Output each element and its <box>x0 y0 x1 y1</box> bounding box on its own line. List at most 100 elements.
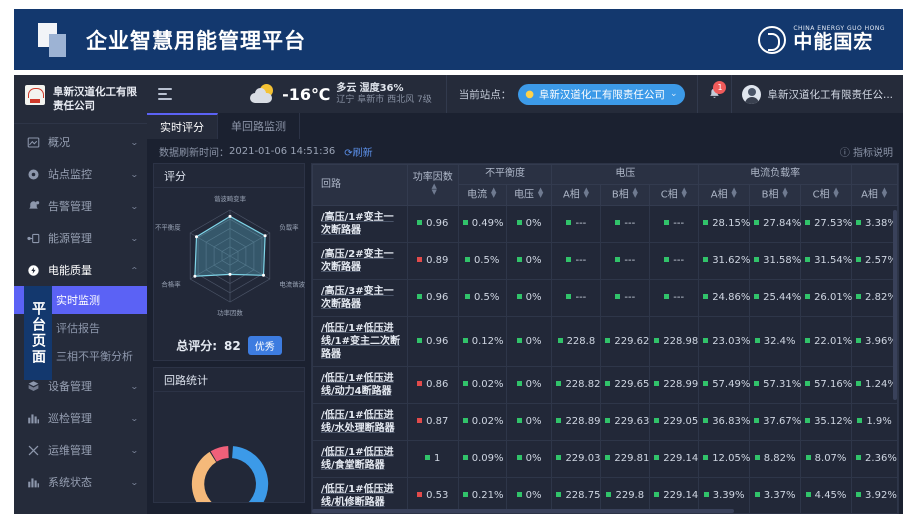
table-row[interactable]: /高压/2#变主一次断路器 0.89 0.5% 0% --- --- --- 31.62% 31… <box>312 241 898 280</box>
sort-icon[interactable]: ▲ ▼ <box>632 185 638 200</box>
status-dot-icon <box>462 418 468 424</box>
cell-loop[interactable]: /低压/1#低压进线/机修断路器 <box>312 476 408 513</box>
sort-icon[interactable]: ▲ ▼ <box>881 185 888 200</box>
th-voltage-c[interactable]: C相 ▲ ▼ <box>649 183 700 206</box>
sidebar-item-system-status[interactable]: 系统状态 ⌄ <box>14 466 147 498</box>
sidebar-item-alarm[interactable]: 告警管理 ⌄ <box>14 190 147 222</box>
status-dot-icon <box>557 337 563 343</box>
sidebar-item-label: 能源管理 <box>48 232 92 246</box>
cell-ha: 3.96% <box>851 315 898 367</box>
status-dot-icon <box>462 220 468 226</box>
cell-ub_u: 0% <box>505 204 553 243</box>
sort-icon[interactable]: ▲ ▼ <box>681 185 687 200</box>
th-label: A相 <box>710 189 728 201</box>
sidebar-subitem-label: 评估报告 <box>56 322 100 336</box>
sidebar-item-inspection[interactable]: 巡检管理 ⌄ <box>14 402 147 434</box>
table-row[interactable]: /低压/1#低压进线/1#变主二次断路器 0.96 0.12% 0% 228.8 229.… <box>312 315 898 367</box>
cell-ub_i: 0.49% <box>457 204 507 243</box>
cell-loop[interactable]: /低压/1#低压进线/1#变主二次断路器 <box>312 315 408 367</box>
refresh-button[interactable]: ⟳刷新 <box>344 144 372 159</box>
sidebar-org-name: 阜新汉道化工有限责任公司 <box>53 86 137 113</box>
sidebar-subitem-three-phase-analysis[interactable]: 三相不平衡分析 <box>14 342 147 370</box>
sidebar-item-site-monitor[interactable]: 站点监控 ⌄ <box>14 158 147 190</box>
th-extra-a[interactable]: A相 ▲ ▼ <box>851 183 898 206</box>
inspection-chart-icon <box>27 412 40 425</box>
indicator-description-link[interactable]: ⓘ 指标说明 <box>840 144 893 159</box>
sort-icon[interactable]: ▲ ▼ <box>431 182 437 196</box>
sidebar-item-power-quality[interactable]: 电能质量 ⌃ <box>14 254 147 286</box>
cell-ic: 22.01% <box>800 315 852 367</box>
cell-loop[interactable]: /高压/1#变主一次断路器 <box>312 204 408 243</box>
tab-realtime-score[interactable]: 实时评分 <box>147 113 218 139</box>
sort-icon[interactable]: ▲ ▼ <box>833 185 839 200</box>
vertical-scrollbar[interactable] <box>893 210 897 400</box>
th-current-load-b[interactable]: B相 ▲ ▼ <box>749 183 802 206</box>
sort-icon[interactable]: ▲ ▼ <box>583 185 589 200</box>
status-dot-icon <box>516 492 522 498</box>
sort-icon[interactable]: ▲ ▼ <box>731 185 737 200</box>
sort-icon[interactable]: ▲ ▼ <box>782 185 788 200</box>
loop-stat-card-body <box>154 392 304 502</box>
cell-loop[interactable]: /低压/1#低压进线/水处理断路器 <box>312 402 408 441</box>
th-loop: 回路 <box>312 164 408 206</box>
status-dot-icon <box>462 455 468 461</box>
chevron-down-icon: ⌄ <box>130 381 140 391</box>
cell-ib: 3.37% <box>749 476 802 513</box>
th-unbalance-current[interactable]: 电流 ▲ ▼ <box>457 183 507 206</box>
sidebar-item-operations[interactable]: 运维管理 ⌄ <box>14 434 147 466</box>
donut-segment[interactable] <box>210 446 229 462</box>
table-row[interactable]: /高压/1#变主一次断路器 0.96 0.49% 0% --- --- --- 28.15% 2… <box>312 204 898 243</box>
sidebar-subitem-assessment-report[interactable]: 评估报告 <box>14 314 147 342</box>
status-dot-icon <box>703 294 709 300</box>
status-dot-icon <box>516 418 522 424</box>
table-row[interactable]: /高压/3#变主一次断路器 0.96 0.5% 0% --- --- --- 24.86% 25… <box>312 278 898 317</box>
table-row[interactable]: /低压/1#低压进线/水处理断路器 0.87 0.02% 0% 228.89 229.63… <box>312 402 898 441</box>
sidebar-org-header[interactable]: 阜新汉道化工有限责任公司 <box>14 75 147 125</box>
status-dot-icon <box>654 337 660 343</box>
th-current-load-c[interactable]: C相 ▲ ▼ <box>800 183 853 206</box>
site-select[interactable]: ● 阜新汉道化工有限责任公司 ⌄ <box>518 83 686 105</box>
cell-ha: 3.92% <box>851 476 898 513</box>
th-power-factor[interactable]: 功率因数 ▲ ▼ <box>406 164 459 206</box>
table-row[interactable]: /低压/1#低压进线/食堂断路器 1 0.09% 0% 229.03 229.81 229.… <box>312 439 898 478</box>
th-voltage-a[interactable]: A相 ▲ ▼ <box>551 183 602 206</box>
th-voltage-b[interactable]: B相 ▲ ▼ <box>600 183 651 206</box>
status-dot-icon <box>516 257 522 263</box>
cell-ub_u: 0% <box>505 365 553 404</box>
user-menu[interactable]: 阜新汉道化工有限责任公... <box>731 75 903 113</box>
weather-humidity: 湿度36% <box>359 82 404 94</box>
table-row[interactable]: /低压/1#低压进线/动力4断路器 0.86 0.02% 0% 228.82 229.65… <box>312 365 898 404</box>
th-group-unbalance: 不平衡度 <box>457 164 553 185</box>
chevron-down-icon: ⌄ <box>669 89 678 99</box>
sidebar-item-overview[interactable]: 概况 ⌄ <box>14 126 147 158</box>
cell-loop[interactable]: /低压/1#低压进线/食堂断路器 <box>312 439 408 478</box>
table-group-header-row: 回路 功率因数 ▲ ▼ 不平衡度 电压 电流负载率 <box>312 164 898 206</box>
hamburger-icon[interactable] <box>158 88 172 100</box>
status-dot-icon <box>516 455 522 461</box>
cell-ia: 28.15% <box>698 204 750 243</box>
cell-uc: 228.99 <box>649 365 700 404</box>
th-current-load-a[interactable]: A相 ▲ ▼ <box>698 183 751 206</box>
sort-icon[interactable]: ▲ ▼ <box>537 185 544 200</box>
cell-pf: 0.96 <box>406 204 459 243</box>
status-dot-icon <box>856 492 862 498</box>
cell-loop[interactable]: /高压/2#变主一次断路器 <box>312 241 408 280</box>
chevron-down-icon: ⌄ <box>130 169 140 179</box>
cell-ic: 27.53% <box>800 204 852 243</box>
donut-segment[interactable] <box>232 446 269 502</box>
notification-button[interactable]: 1 <box>697 75 731 113</box>
location-pin-icon: ● <box>525 88 534 100</box>
tab-single-loop-monitoring[interactable]: 单回路监测 <box>218 113 300 139</box>
sidebar-item-energy[interactable]: 能源管理 ⌄ <box>14 222 147 254</box>
th-unbalance-voltage[interactable]: 电压 ▲ ▼ <box>505 183 553 206</box>
table-row[interactable]: /低压/1#低压进线/机修断路器 0.53 0.21% 0% 228.75 229.8 22… <box>312 476 898 513</box>
cell-ib: 27.84% <box>749 204 801 243</box>
cell-loop[interactable]: /高压/3#变主一次断路器 <box>312 278 408 317</box>
donut-segment[interactable] <box>191 451 236 502</box>
cell-ua: 228.75 <box>551 476 602 513</box>
cell-ha: 2.57% <box>851 241 898 280</box>
horizontal-scrollbar[interactable] <box>312 509 898 513</box>
cell-loop[interactable]: /低压/1#低压进线/动力4断路器 <box>312 365 408 404</box>
sort-icon[interactable]: ▲ ▼ <box>490 185 497 200</box>
sidebar-item-device[interactable]: 设备管理 ⌄ <box>14 370 147 402</box>
